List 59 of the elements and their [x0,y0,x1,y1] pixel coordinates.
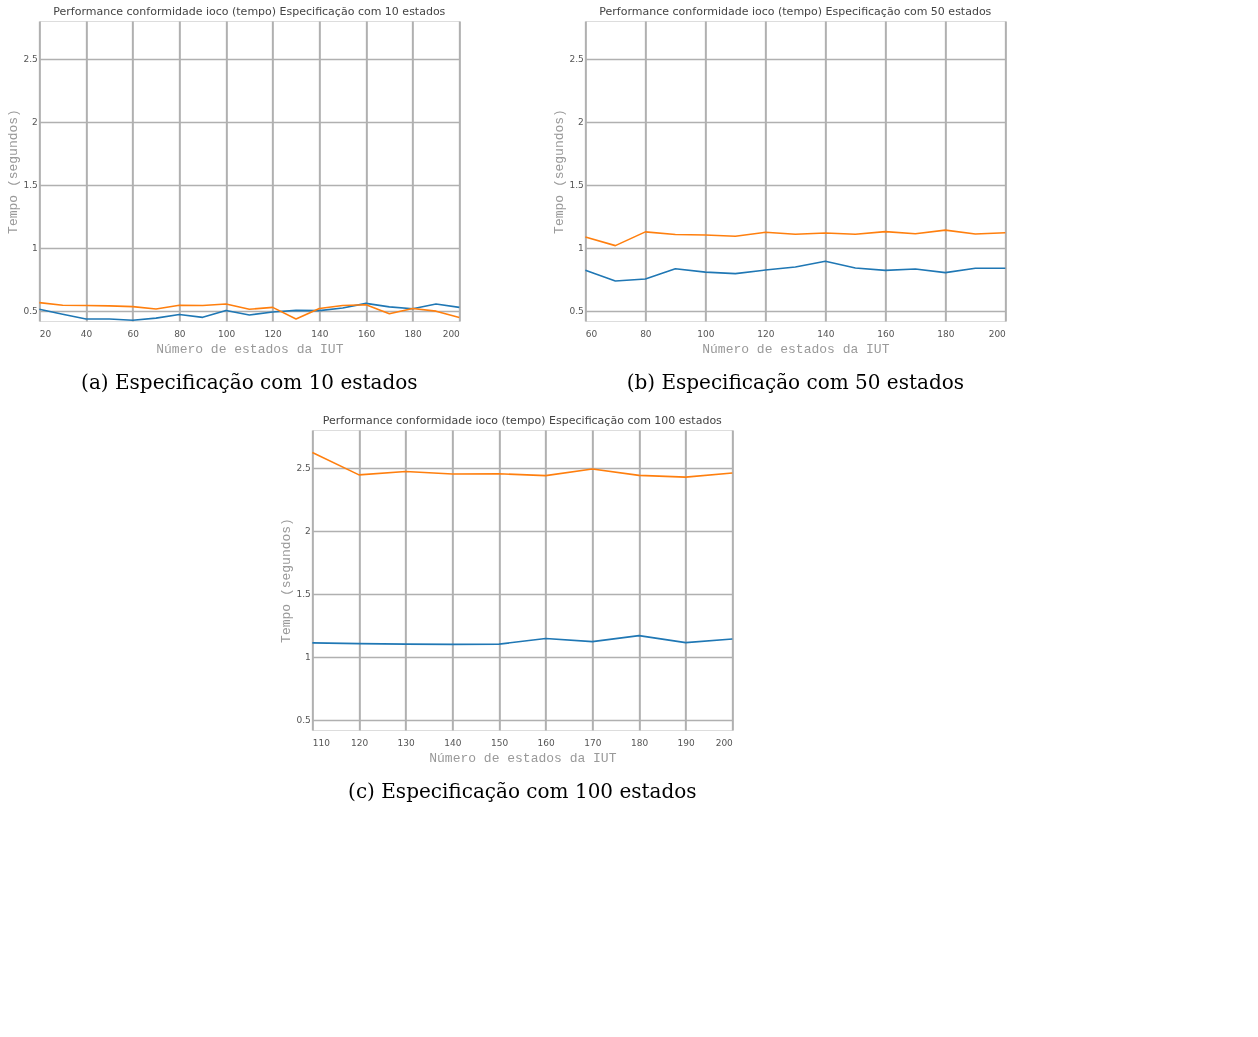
y-tick-label: 1.5 [23,180,38,191]
x-tick-label: 180 [404,328,423,339]
x-tick-label: 140 [311,328,329,339]
y-tick-label: 2 [32,117,38,128]
y-tick-label: 1 [32,243,38,254]
text: (b) Especificação com 50 estados [626,370,965,394]
y-axis-title: Tempo (segundos) [5,109,21,234]
x-tick-label: 180 [630,737,649,748]
line-series [311,634,734,646]
x-tick-label: 200 [715,737,734,748]
y-tick-label: 2.5 [296,463,311,474]
x-tick-label: 120 [264,328,283,339]
x-tick-label: 160 [357,328,376,339]
x-tick-label: 200 [442,328,461,339]
x-tick-label: 160 [537,737,556,748]
text: (a) Especificação com 10 estados [81,370,418,394]
x-tick-label: 120 [350,737,369,748]
y-tick-label: 2 [578,117,584,128]
x-tick-label: 80 [640,328,652,339]
x-tick-label: 120 [757,328,775,339]
x-tick-label: 170 [584,737,602,748]
y-tick-label: 1 [305,652,311,663]
x-tick-label: 140 [444,737,462,748]
y-axis-title: Tempo (segundos) [278,518,294,643]
text: (c) Especificação com 100 estados [348,779,697,803]
y-tick-label: 0.5 [296,715,311,726]
x-tick-label: 60 [585,328,598,339]
chart-title: Performance conformidade ioco (tempo) Especificação com 50 estados [599,5,992,18]
x-tick-label: 40 [80,328,93,339]
y-tick-label: 1.5 [296,589,311,600]
line-series [311,451,734,478]
chart-title: Performance conformidade ioco (tempo) Especificação com 10 estados [53,5,446,18]
y-tick-label: 0.5 [23,306,38,317]
x-tick-label: 20 [39,328,52,339]
x-axis-title: Número de estados da IUT [429,750,617,766]
x-tick-label: 100 [217,328,236,339]
line-series [584,229,1007,247]
y-tick-label: 1.5 [569,180,584,191]
x-tick-label: 60 [127,328,140,339]
x-tick-label: 160 [877,328,895,339]
x-tick-label: 150 [490,737,509,748]
x-axis-title: Número de estados da IUT [702,341,890,357]
x-tick-label: 80 [174,328,186,339]
x-tick-label: 100 [697,328,715,339]
x-tick-label: 180 [937,328,955,339]
y-tick-label: 1 [578,243,584,254]
chart-title: Performance conformidade ioco (tempo) Especificação com 100 estados [322,414,723,427]
x-tick-label: 130 [397,737,416,748]
line-series [584,260,1007,282]
x-tick-label: 110 [312,737,331,748]
y-tick-label: 2 [305,526,311,537]
x-tick-label: 190 [677,737,696,748]
x-axis-title: Número de estados da IUT [156,341,344,357]
y-axis-title: Tempo (segundos) [551,109,567,234]
y-tick-label: 0.5 [569,306,584,317]
x-tick-label: 140 [817,328,835,339]
y-tick-label: 2.5 [23,54,38,65]
x-tick-label: 200 [988,328,1007,339]
y-tick-label: 2.5 [569,54,584,65]
